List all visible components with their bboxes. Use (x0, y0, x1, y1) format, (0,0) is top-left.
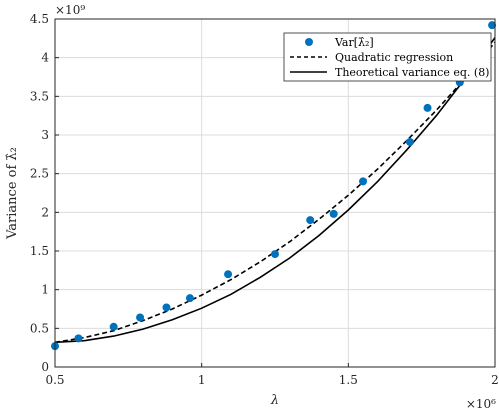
axes-box (54, 18, 496, 368)
data-point (162, 303, 171, 312)
y-tick-label: 0 (41, 360, 49, 374)
y-tick-label: 1 (41, 283, 49, 297)
data-point (329, 209, 338, 218)
y-tick-label: 4.5 (30, 12, 49, 26)
legend: Var[λ̂₂] Quadratic regression Theoretica… (283, 32, 492, 82)
y-tick-label: 4 (41, 51, 49, 65)
y-tick-label: 3.5 (30, 89, 49, 103)
ticks: 0.5 1 1.5 200.511.522.533.544.5 (30, 12, 499, 387)
y-tick-label: 2 (41, 205, 49, 219)
x-tick-label: 1 (198, 373, 206, 387)
x-tick-label: 1.5 (339, 373, 358, 387)
legend-marker-scatter (305, 38, 313, 46)
legend-label-quadratic: Quadratic regression (335, 51, 453, 64)
data-point (423, 103, 432, 112)
x-tick-label: 2 (491, 373, 499, 387)
data-point (185, 294, 194, 303)
x-multiplier: ×10⁶ (466, 397, 496, 411)
legend-label-var: Var[λ̂₂] (334, 36, 374, 49)
y-tick-label: 1.5 (30, 244, 49, 258)
data-point (359, 177, 367, 186)
y-multiplier: ×10⁹ (55, 3, 85, 17)
quadratic-regression-line (55, 41, 495, 344)
legend-label-theoretical: Theoretical variance eq. (8) (335, 66, 489, 79)
data-point (488, 21, 497, 30)
series-group (55, 37, 495, 344)
y-tick-label: 0.5 (30, 321, 49, 335)
data-point (136, 313, 145, 322)
y-tick-label: 2.5 (30, 167, 49, 181)
y-tick-label: 3 (41, 128, 49, 142)
plot-area (51, 21, 497, 351)
y-axis-label: Variance of λ̂₂ (5, 147, 20, 240)
data-point (74, 334, 83, 343)
data-point (224, 270, 233, 279)
data-point (306, 216, 315, 225)
data-point (109, 322, 118, 331)
x-tick-label: 0.5 (45, 373, 64, 387)
data-point (405, 137, 414, 146)
theoretical-variance-line (55, 37, 495, 344)
data-point (271, 250, 279, 259)
x-axis-label: λ (270, 393, 279, 408)
